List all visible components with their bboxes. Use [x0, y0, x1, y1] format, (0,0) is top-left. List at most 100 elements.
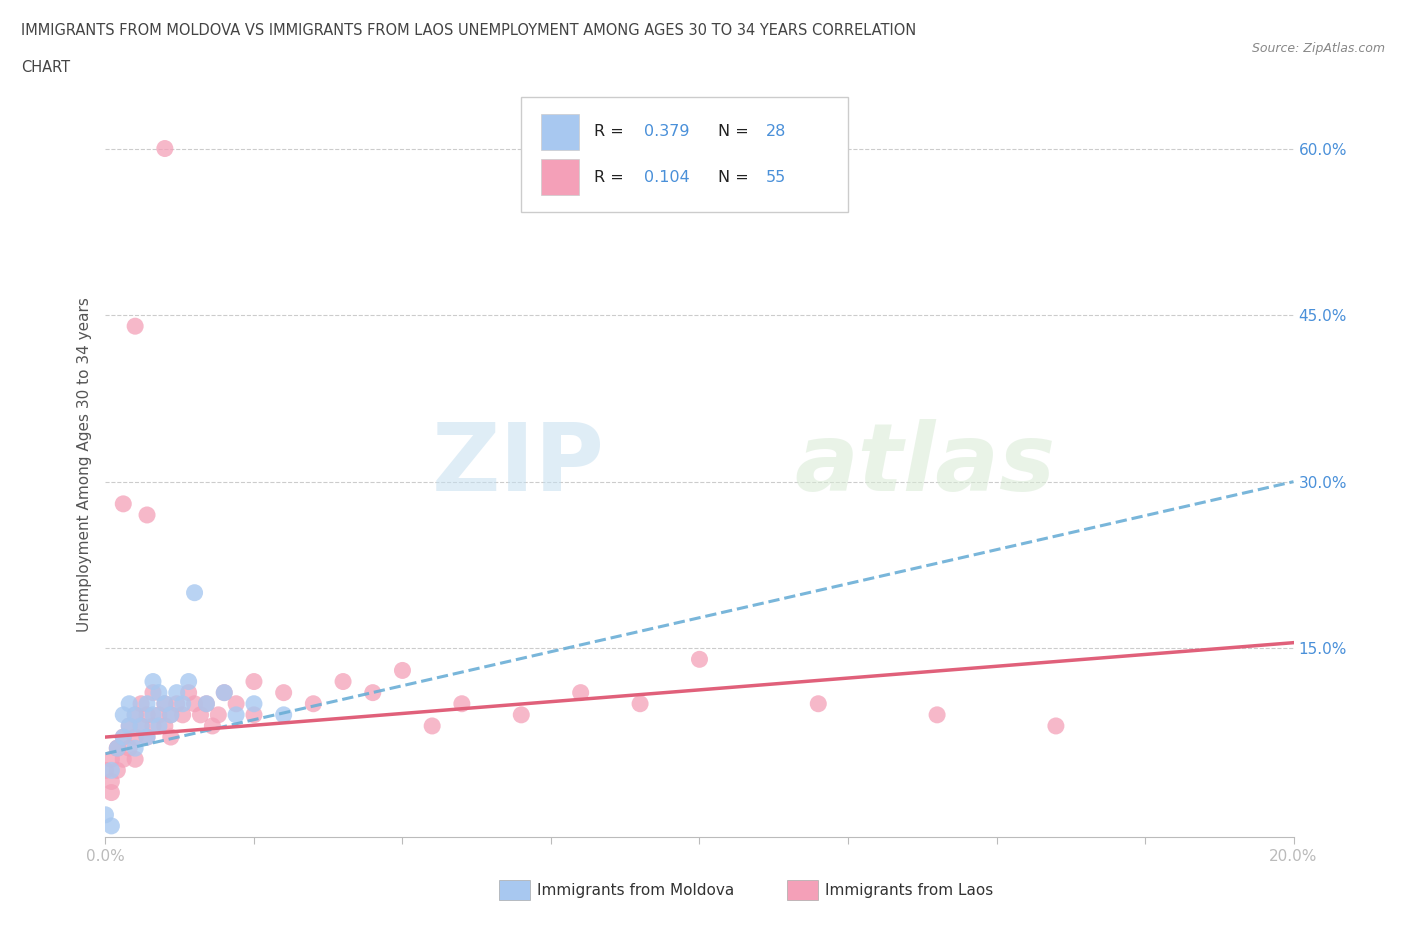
Point — [129, 719, 152, 734]
Point — [450, 697, 472, 711]
Point — [112, 751, 135, 766]
Point — [100, 818, 122, 833]
Point — [124, 751, 146, 766]
Point — [172, 697, 194, 711]
Point — [124, 740, 146, 755]
Text: 55: 55 — [766, 169, 786, 184]
Point — [420, 719, 443, 734]
Text: 0.104: 0.104 — [644, 169, 689, 184]
Point — [159, 708, 181, 723]
Point — [153, 697, 176, 711]
Point — [361, 685, 384, 700]
Text: R =: R = — [593, 125, 628, 140]
Point — [195, 697, 218, 711]
Point — [177, 674, 200, 689]
Point — [214, 685, 236, 700]
Point — [273, 708, 295, 723]
Point — [166, 697, 188, 711]
Point — [190, 708, 212, 723]
Point — [172, 708, 194, 723]
Point — [105, 740, 128, 755]
Point — [332, 674, 354, 689]
Text: ZIP: ZIP — [432, 419, 605, 511]
Text: N =: N = — [718, 125, 755, 140]
FancyBboxPatch shape — [541, 113, 579, 150]
Point — [166, 685, 188, 700]
Point — [142, 719, 165, 734]
Point — [118, 697, 141, 711]
FancyBboxPatch shape — [541, 159, 579, 195]
Point — [100, 774, 122, 789]
Point — [159, 730, 181, 745]
Point — [94, 807, 117, 822]
Point — [136, 697, 159, 711]
Point — [129, 719, 152, 734]
Point — [273, 685, 295, 700]
Text: Immigrants from Laos: Immigrants from Laos — [825, 883, 994, 897]
Point — [243, 674, 266, 689]
Point — [118, 719, 141, 734]
Point — [94, 763, 117, 777]
Point — [569, 685, 592, 700]
Point — [214, 685, 236, 700]
Point — [105, 740, 128, 755]
Text: CHART: CHART — [21, 60, 70, 75]
Point — [112, 730, 135, 745]
Point — [136, 708, 159, 723]
Point — [153, 719, 176, 734]
Point — [148, 685, 170, 700]
Point — [807, 697, 830, 711]
Text: Source: ZipAtlas.com: Source: ZipAtlas.com — [1251, 42, 1385, 55]
Point — [136, 730, 159, 745]
Point — [112, 497, 135, 512]
Point — [201, 719, 224, 734]
Point — [927, 708, 949, 723]
Point — [124, 708, 146, 723]
FancyBboxPatch shape — [522, 97, 848, 212]
Point — [142, 674, 165, 689]
Point — [689, 652, 711, 667]
Point — [183, 697, 205, 711]
Text: 28: 28 — [766, 125, 786, 140]
Text: Immigrants from Moldova: Immigrants from Moldova — [537, 883, 734, 897]
Point — [136, 508, 159, 523]
Point — [302, 697, 325, 711]
Point — [628, 697, 651, 711]
Text: 0.379: 0.379 — [644, 125, 689, 140]
Point — [177, 685, 200, 700]
Point — [124, 730, 146, 745]
Text: IMMIGRANTS FROM MOLDOVA VS IMMIGRANTS FROM LAOS UNEMPLOYMENT AMONG AGES 30 TO 34: IMMIGRANTS FROM MOLDOVA VS IMMIGRANTS FR… — [21, 23, 917, 38]
Point — [391, 663, 413, 678]
Text: atlas: atlas — [794, 419, 1056, 511]
Point — [207, 708, 229, 723]
Point — [124, 708, 146, 723]
Point — [1045, 719, 1067, 734]
Point — [124, 319, 146, 334]
Point — [100, 763, 122, 777]
Point — [100, 751, 122, 766]
Point — [195, 697, 218, 711]
Point — [225, 708, 247, 723]
Point — [112, 730, 135, 745]
Text: R =: R = — [593, 169, 628, 184]
Point — [153, 141, 176, 156]
Point — [142, 708, 165, 723]
Point — [136, 730, 159, 745]
Point — [243, 697, 266, 711]
Point — [105, 740, 128, 755]
Point — [153, 697, 176, 711]
Point — [243, 708, 266, 723]
Point — [105, 763, 128, 777]
Point — [100, 785, 122, 800]
Point — [142, 685, 165, 700]
Point — [148, 708, 170, 723]
Point — [225, 697, 247, 711]
Point — [159, 708, 181, 723]
Text: N =: N = — [718, 169, 755, 184]
Point — [183, 585, 205, 600]
Point — [510, 708, 533, 723]
Point — [112, 708, 135, 723]
Point — [118, 719, 141, 734]
Point — [118, 740, 141, 755]
Point — [148, 719, 170, 734]
